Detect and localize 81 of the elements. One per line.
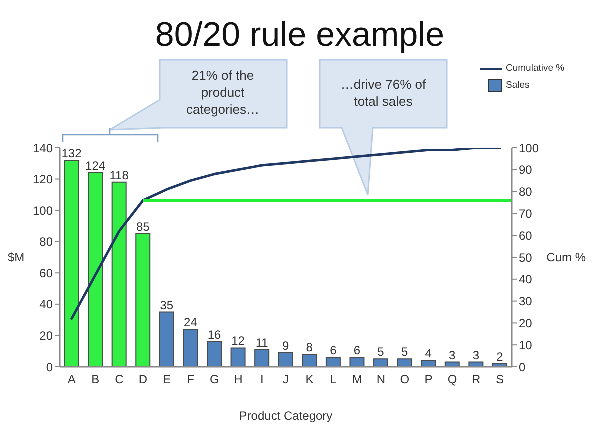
- x-tick-label: G: [210, 372, 220, 387]
- y2-tick-label: 70: [519, 206, 533, 221]
- y-tick-label: 60: [40, 266, 54, 280]
- bar: [397, 358, 412, 367]
- x-tick-label: Q: [448, 372, 458, 387]
- x-tick-label: P: [424, 372, 433, 387]
- bar: [230, 348, 246, 367]
- y2-tick-label: 30: [519, 294, 533, 309]
- data-label: 3: [472, 348, 480, 362]
- data-label: 12: [232, 334, 246, 348]
- y-axis-title: $M: [8, 250, 25, 264]
- legend-label: Sales: [506, 80, 530, 91]
- data-label: 4: [425, 346, 432, 361]
- x-tick-label: B: [92, 372, 100, 387]
- y2-tick-label: 40: [519, 272, 533, 287]
- y2-tick-label: 80: [519, 185, 533, 200]
- data-label: 132: [62, 146, 82, 161]
- y-tick-label: 140: [32, 141, 54, 156]
- x-tick-label: L: [330, 372, 338, 387]
- y-tick-label: 80: [40, 235, 54, 250]
- bar: [326, 357, 341, 367]
- data-label: 3: [449, 348, 456, 362]
- data-label: 24: [184, 315, 198, 330]
- data-label: 5: [401, 345, 408, 360]
- data-label: 9: [282, 338, 290, 353]
- x-tick-label: S: [496, 372, 504, 387]
- data-label: 11: [256, 336, 269, 350]
- bar: [421, 360, 436, 367]
- x-tick-label: H: [234, 372, 243, 387]
- bar: [302, 354, 318, 367]
- bar: [206, 341, 222, 367]
- bar: [278, 352, 294, 367]
- data-label: 124: [86, 159, 106, 174]
- text: …drive 76% of total sales: [340, 76, 428, 110]
- x-tick-label: N: [376, 372, 386, 387]
- bar: [374, 358, 389, 367]
- y2-tick-label: 60: [519, 228, 533, 243]
- bar: [159, 312, 174, 367]
- bar: [183, 328, 198, 367]
- x-tick-label: R: [472, 372, 481, 387]
- x-tick-label: C: [115, 372, 124, 387]
- y2-tick-label: 0: [519, 360, 526, 374]
- x-tick-label: F: [187, 372, 195, 387]
- bar: [350, 357, 365, 367]
- data-label: 6: [330, 344, 338, 358]
- bar: [136, 234, 151, 367]
- chart-title: 80/20 rule example: [154, 16, 446, 55]
- x-axis-title: Product Category: [239, 409, 333, 423]
- x-tick-label: K: [306, 372, 314, 387]
- bar: [88, 172, 104, 367]
- data-label: 5: [378, 345, 385, 360]
- x-tick-label: E: [163, 372, 172, 387]
- y2-tick-label: 20: [519, 316, 533, 330]
- y2-axis-title: Cum %: [546, 250, 586, 264]
- x-tick-label: J: [283, 372, 289, 387]
- data-label: 118: [110, 168, 130, 182]
- x-tick-label: D: [138, 372, 148, 387]
- y2-tick-label: 10: [519, 338, 533, 352]
- bar: [112, 182, 127, 367]
- bar: [254, 349, 270, 367]
- y-tick-label: 120: [32, 172, 54, 187]
- data-label: 8: [306, 340, 314, 354]
- x-tick-label: I: [260, 372, 264, 387]
- data-label: 16: [208, 328, 222, 342]
- x-tick-label: O: [400, 372, 410, 387]
- y-tick-label: 40: [40, 298, 54, 312]
- bar: [64, 160, 80, 367]
- x-tick-label: A: [68, 372, 76, 387]
- data-label: 6: [354, 344, 361, 358]
- y2-tick-label: 90: [519, 163, 533, 178]
- data-label: 85: [136, 220, 150, 234]
- y-tick-label: 0: [46, 360, 54, 374]
- y-tick-label: 100: [32, 204, 54, 218]
- legend-label: Cumulative %: [506, 63, 565, 74]
- x-tick-label: M: [352, 372, 362, 387]
- data-label: 35: [160, 298, 174, 312]
- y-tick-label: 20: [40, 328, 54, 343]
- data-label: 2: [496, 350, 504, 364]
- y2-tick-label: 100: [519, 141, 540, 156]
- y2-tick-label: 50: [519, 250, 533, 265]
- text: 21% of the product categories…: [186, 67, 260, 118]
